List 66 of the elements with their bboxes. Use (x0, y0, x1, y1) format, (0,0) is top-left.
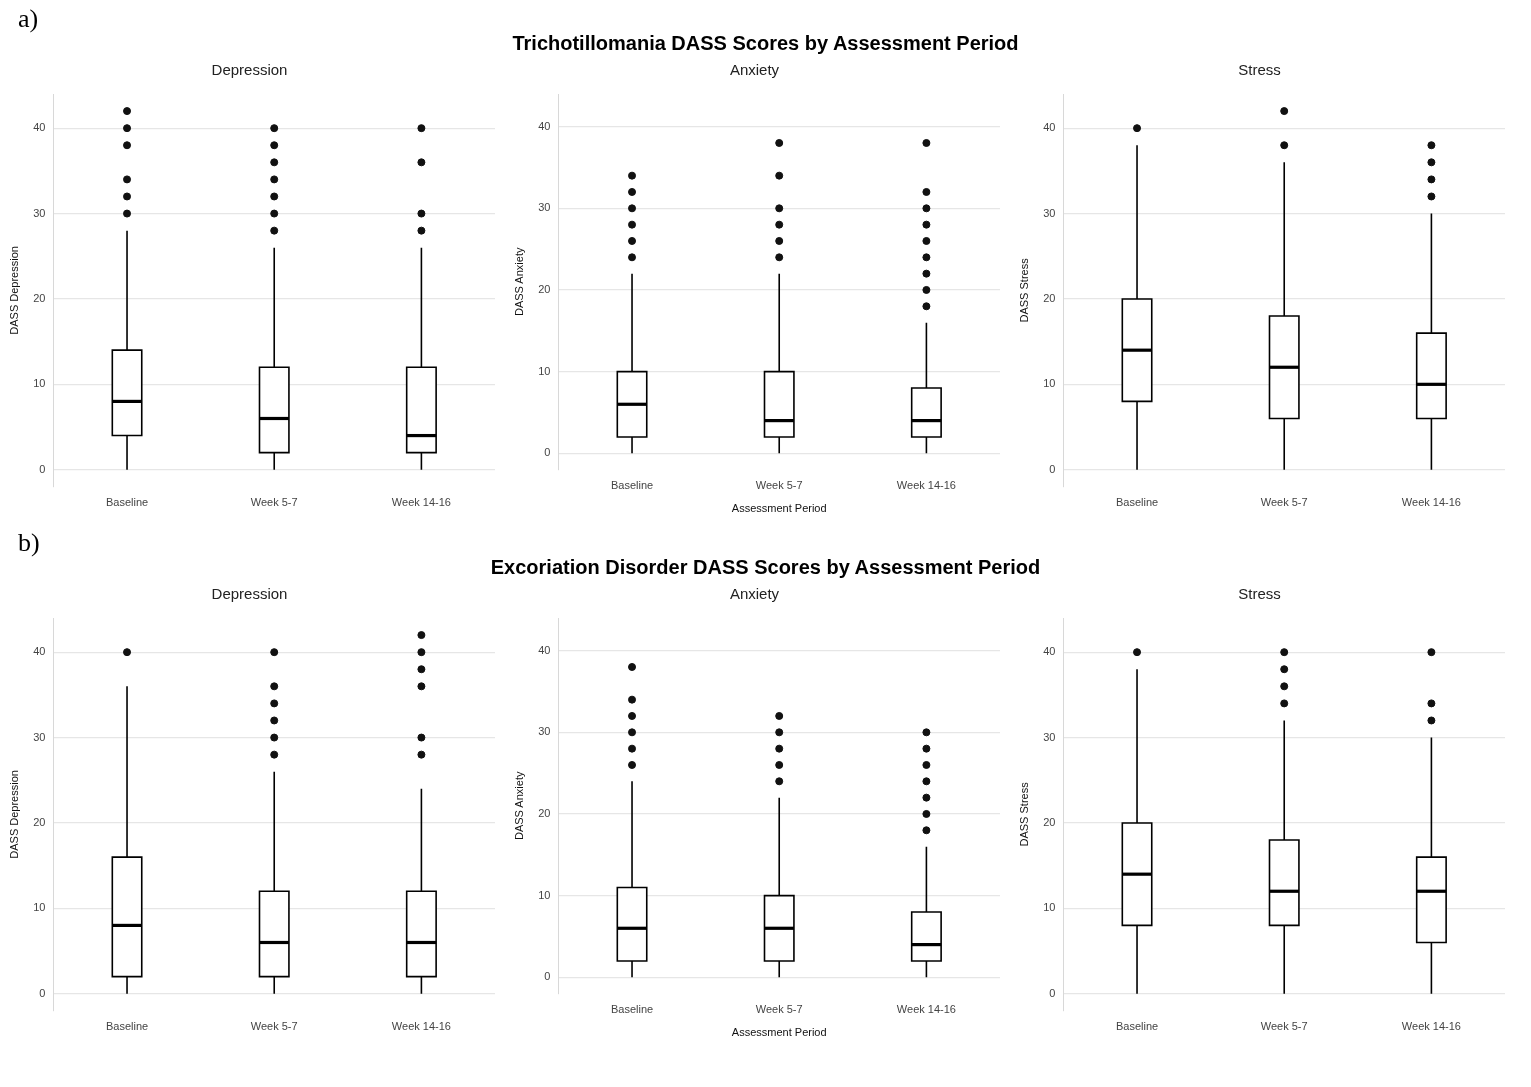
x-tick-label: Baseline (1115, 496, 1159, 509)
y-tick-label: 40 (1043, 121, 1056, 134)
x-tick-label: Week 5-7 (1260, 496, 1308, 509)
y-tick-label: 0 (1049, 986, 1056, 999)
x-tick-label: Week 5-7 (755, 1003, 803, 1016)
y-tick-label: 20 (1043, 291, 1056, 304)
y-tick-label: 10 (1043, 377, 1056, 390)
x-tick-label: Week 14-16 (1401, 496, 1461, 509)
x-tick-label: Week 14-16 (896, 479, 956, 492)
chart-title: Anxiety (729, 61, 780, 79)
text: Trichotillomania DASS Scores by Assessment Period (511, 32, 1020, 55)
chart-title: Anxiety (729, 585, 780, 603)
x-tick-label: Baseline (105, 1020, 149, 1033)
text: a) (18, 4, 39, 34)
y-tick-label: 0 (1049, 462, 1056, 475)
y-tick-label: 10 (538, 888, 551, 901)
y-tick-label: 20 (33, 815, 46, 828)
x-axis-title: Assessment Period (731, 502, 827, 515)
x-tick-label: Baseline (1115, 1020, 1159, 1033)
y-tick-label: 30 (1043, 730, 1056, 743)
text: Excoriation Disorder DASS Scores by Assessment Period (489, 556, 1042, 579)
y-tick-label: 20 (33, 291, 46, 304)
y-tick-label: 30 (33, 206, 46, 219)
x-tick-label: Week 5-7 (250, 1020, 298, 1033)
y-tick-label: 0 (544, 970, 551, 983)
y-tick-label: 20 (1043, 815, 1056, 828)
x-tick-label: Week 14-16 (1401, 1020, 1461, 1033)
y-tick-label: 0 (544, 446, 551, 459)
chart-title: Stress (1238, 585, 1281, 603)
y-tick-label: 40 (538, 119, 551, 132)
y-tick-label: 0 (39, 986, 46, 999)
y-tick-label: 40 (33, 645, 46, 658)
y-tick-label: 20 (538, 283, 551, 295)
y-tick-label: 10 (33, 377, 46, 390)
x-axis-title: Assessment Period (731, 1026, 827, 1039)
y-tick-label: 30 (538, 725, 551, 738)
x-tick-label: Baseline (610, 479, 654, 492)
x-tick-label: Baseline (610, 1003, 654, 1016)
y-axis-title: DASS Anxiety (512, 771, 525, 841)
y-tick-label: 40 (538, 643, 551, 656)
y-tick-label: 30 (1043, 206, 1056, 219)
x-tick-label: Week 14-16 (391, 496, 451, 509)
x-tick-label: Week 5-7 (755, 479, 803, 492)
x-tick-label: Week 14-16 (391, 1020, 451, 1033)
y-tick-label: 10 (538, 364, 551, 377)
y-tick-label: 30 (538, 201, 551, 214)
y-axis-title: DASS Depression (7, 246, 20, 335)
text: b) (18, 528, 40, 558)
chart-title: Depression (211, 61, 288, 79)
x-tick-label: Baseline (105, 496, 149, 509)
x-tick-label: Week 5-7 (1260, 1020, 1308, 1033)
chart-title: Stress (1238, 61, 1281, 79)
y-axis-title: DASS Anxiety (512, 247, 525, 317)
y-tick-label: 0 (39, 462, 46, 475)
y-tick-label: 20 (538, 807, 551, 819)
y-tick-label: 10 (1043, 901, 1056, 914)
y-axis-title: DASS Stress (1017, 781, 1030, 847)
x-tick-label: Week 5-7 (250, 496, 298, 509)
y-tick-label: 30 (33, 730, 46, 743)
y-tick-label: 40 (1043, 645, 1056, 658)
y-tick-label: 40 (33, 121, 46, 134)
y-axis-title: DASS Depression (7, 770, 20, 859)
chart-title: Depression (211, 585, 288, 603)
y-axis-title: DASS Stress (1017, 257, 1030, 323)
x-tick-label: Week 14-16 (896, 1003, 956, 1016)
y-tick-label: 10 (33, 901, 46, 914)
